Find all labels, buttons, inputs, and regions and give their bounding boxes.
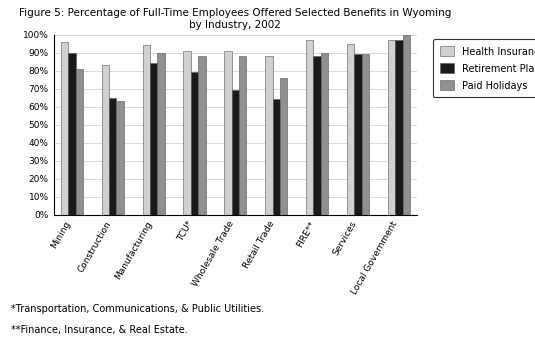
Bar <box>280 78 287 215</box>
Bar <box>362 54 369 215</box>
Bar <box>61 42 68 215</box>
Bar <box>314 56 321 215</box>
Bar <box>109 98 117 215</box>
Bar <box>117 101 124 215</box>
Bar <box>75 69 83 215</box>
Bar <box>388 40 395 215</box>
Text: *Transportation, Communications, & Public Utilities.: *Transportation, Communications, & Publi… <box>11 304 264 315</box>
Title: Figure 5: Percentage of Full-Time Employees Offered Selected Benefits in Wyoming: Figure 5: Percentage of Full-Time Employ… <box>19 8 452 30</box>
Bar <box>239 56 247 215</box>
Text: **Finance, Insurance, & Real Estate.: **Finance, Insurance, & Real Estate. <box>11 325 187 335</box>
Bar <box>395 40 402 215</box>
Bar <box>157 53 165 215</box>
Bar <box>306 40 314 215</box>
Bar <box>143 45 150 215</box>
Bar <box>184 51 191 215</box>
Bar <box>232 90 239 215</box>
Bar <box>273 99 280 215</box>
Bar <box>198 56 205 215</box>
Bar <box>150 63 157 215</box>
Legend: Health Insurance, Retirement Plan, Paid Holidays: Health Insurance, Retirement Plan, Paid … <box>433 39 535 98</box>
Bar <box>265 56 273 215</box>
Bar <box>224 51 232 215</box>
Bar <box>347 44 354 215</box>
Bar <box>402 35 410 215</box>
Bar <box>321 53 328 215</box>
Bar <box>68 53 75 215</box>
Bar <box>354 54 362 215</box>
Bar <box>191 72 198 215</box>
Bar <box>102 65 109 215</box>
